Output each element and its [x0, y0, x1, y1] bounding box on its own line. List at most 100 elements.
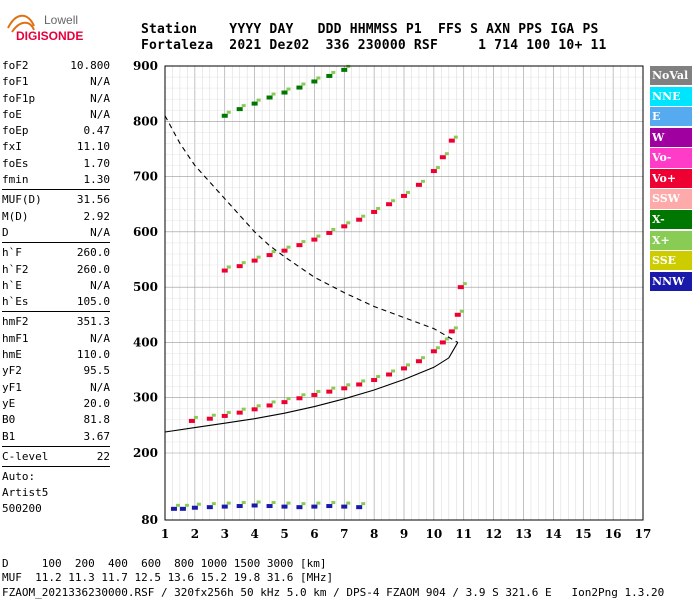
trace-point-companion — [256, 404, 261, 408]
trace-point-companion — [406, 190, 410, 194]
param-value: N/A — [90, 91, 110, 105]
trace-point — [311, 79, 318, 84]
trace-point-companion — [346, 383, 351, 387]
trace-point-companion — [226, 265, 231, 269]
trace-point — [236, 504, 243, 509]
parameter-panel: foF2 10.800 foF1 N/A foF1p N/A foE N/A foEp 0.47 f… — [2, 58, 110, 517]
param-row: yF1 N/A — [2, 380, 110, 396]
trace-point — [401, 366, 407, 371]
param-row: hmE 110.0 — [2, 347, 110, 363]
trace-point-companion — [193, 415, 198, 419]
trace-point-companion — [420, 179, 425, 183]
param-value: 11.10 — [76, 140, 110, 154]
trace-point — [188, 418, 195, 423]
trace-point-companion — [316, 389, 321, 393]
x-tick-label: 6 — [310, 527, 318, 541]
param-value: 260.0 — [76, 262, 110, 276]
trace-point-companion — [271, 92, 276, 96]
x-tick-label: 14 — [545, 527, 562, 541]
param-value: N/A — [90, 331, 110, 345]
param-key: foE — [2, 107, 22, 121]
param-value: 1.30 — [83, 173, 111, 187]
auto-line: 500200 — [2, 502, 42, 516]
param-key: hmE — [2, 348, 22, 362]
legend-item-w: W — [650, 127, 692, 147]
x-tick-label: 10 — [426, 527, 443, 541]
y-tick-label: 400 — [133, 335, 158, 349]
trace-point — [356, 505, 363, 510]
trace-point-companion — [316, 501, 321, 505]
trace-point — [296, 85, 303, 90]
trace-point — [326, 504, 333, 509]
param-value: N/A — [90, 75, 110, 89]
legend-item-e: E — [650, 107, 692, 127]
trace-point-companion — [462, 282, 467, 286]
trace-point-companion — [211, 502, 216, 506]
y-tick-label: 800 — [133, 114, 158, 128]
param-row: B0 81.8 — [2, 412, 110, 428]
param-key: MUF(D) — [2, 193, 42, 207]
param-value: 260.0 — [76, 246, 110, 260]
trace-point — [415, 359, 422, 364]
param-row: M(D) 2.92 — [2, 209, 110, 225]
trace-point — [221, 504, 228, 509]
legend: NoVal NNE E W Vo- Vo+ SSW X- X+ SSE NNW — [650, 66, 692, 292]
trace-point-companion — [376, 206, 381, 210]
param-key: fxI — [2, 140, 22, 154]
legend-item-vo-: Vo+ — [650, 168, 692, 189]
trace-point — [236, 264, 243, 269]
param-key: M(D) — [2, 209, 29, 223]
trace-point-companion — [184, 503, 189, 507]
param-value: 3.67 — [83, 429, 111, 443]
trace-point — [296, 505, 303, 510]
legend-item-x-: X+ — [650, 230, 692, 250]
auto-line: Artist5 — [2, 486, 49, 500]
trace-point — [206, 505, 213, 510]
trace-point-companion — [435, 166, 440, 170]
param-key: yF1 — [2, 380, 22, 394]
trace-point — [191, 505, 198, 510]
y-tick-label: 700 — [133, 170, 158, 184]
trace-point-companion — [301, 393, 306, 397]
trace-point — [401, 193, 407, 198]
param-key: hmF1 — [2, 331, 29, 345]
trace-point-companion — [301, 82, 306, 86]
trace-point — [251, 258, 258, 263]
param-value: N/A — [90, 278, 110, 292]
trace-point — [326, 73, 333, 78]
trace-point-companion — [316, 234, 321, 238]
x-tick-label: 7 — [340, 527, 348, 541]
trace-point — [341, 504, 348, 509]
param-value: 2.92 — [83, 209, 111, 223]
legend-item-vo-: Vo- — [650, 148, 692, 168]
trace-point — [311, 237, 318, 242]
param-value: N/A — [90, 380, 110, 394]
trace-point — [236, 107, 243, 112]
trace-point-companion — [256, 500, 261, 504]
trace-point — [266, 253, 273, 258]
param-row: D N/A — [2, 225, 110, 241]
param-key: yF2 — [2, 364, 22, 378]
param-key: h`F — [2, 246, 22, 260]
trace-point — [457, 285, 464, 290]
trace-point — [439, 155, 446, 160]
trace-point-companion — [256, 255, 261, 259]
trace-point-companion — [301, 240, 306, 244]
y-tick-label: 900 — [133, 59, 158, 73]
legend-item-nne: NNE — [650, 86, 692, 106]
param-row: fmin 1.30 — [2, 172, 110, 188]
param-value: 105.0 — [76, 295, 110, 309]
trace-point — [266, 403, 273, 408]
legend-item-sse: SSE — [650, 251, 692, 271]
trace-point-companion — [361, 502, 366, 506]
param-value: 95.5 — [83, 364, 111, 378]
trace-point-companion — [226, 501, 231, 505]
trace-point-companion — [226, 410, 231, 414]
trace-point-companion — [346, 221, 351, 225]
x-tick-label: 9 — [400, 527, 408, 541]
x-tick-label: 17 — [635, 527, 652, 541]
trace-point-companion — [175, 503, 180, 507]
param-key: foF1p — [2, 91, 36, 105]
trace-point — [454, 312, 461, 317]
trace-point-companion — [406, 363, 410, 367]
